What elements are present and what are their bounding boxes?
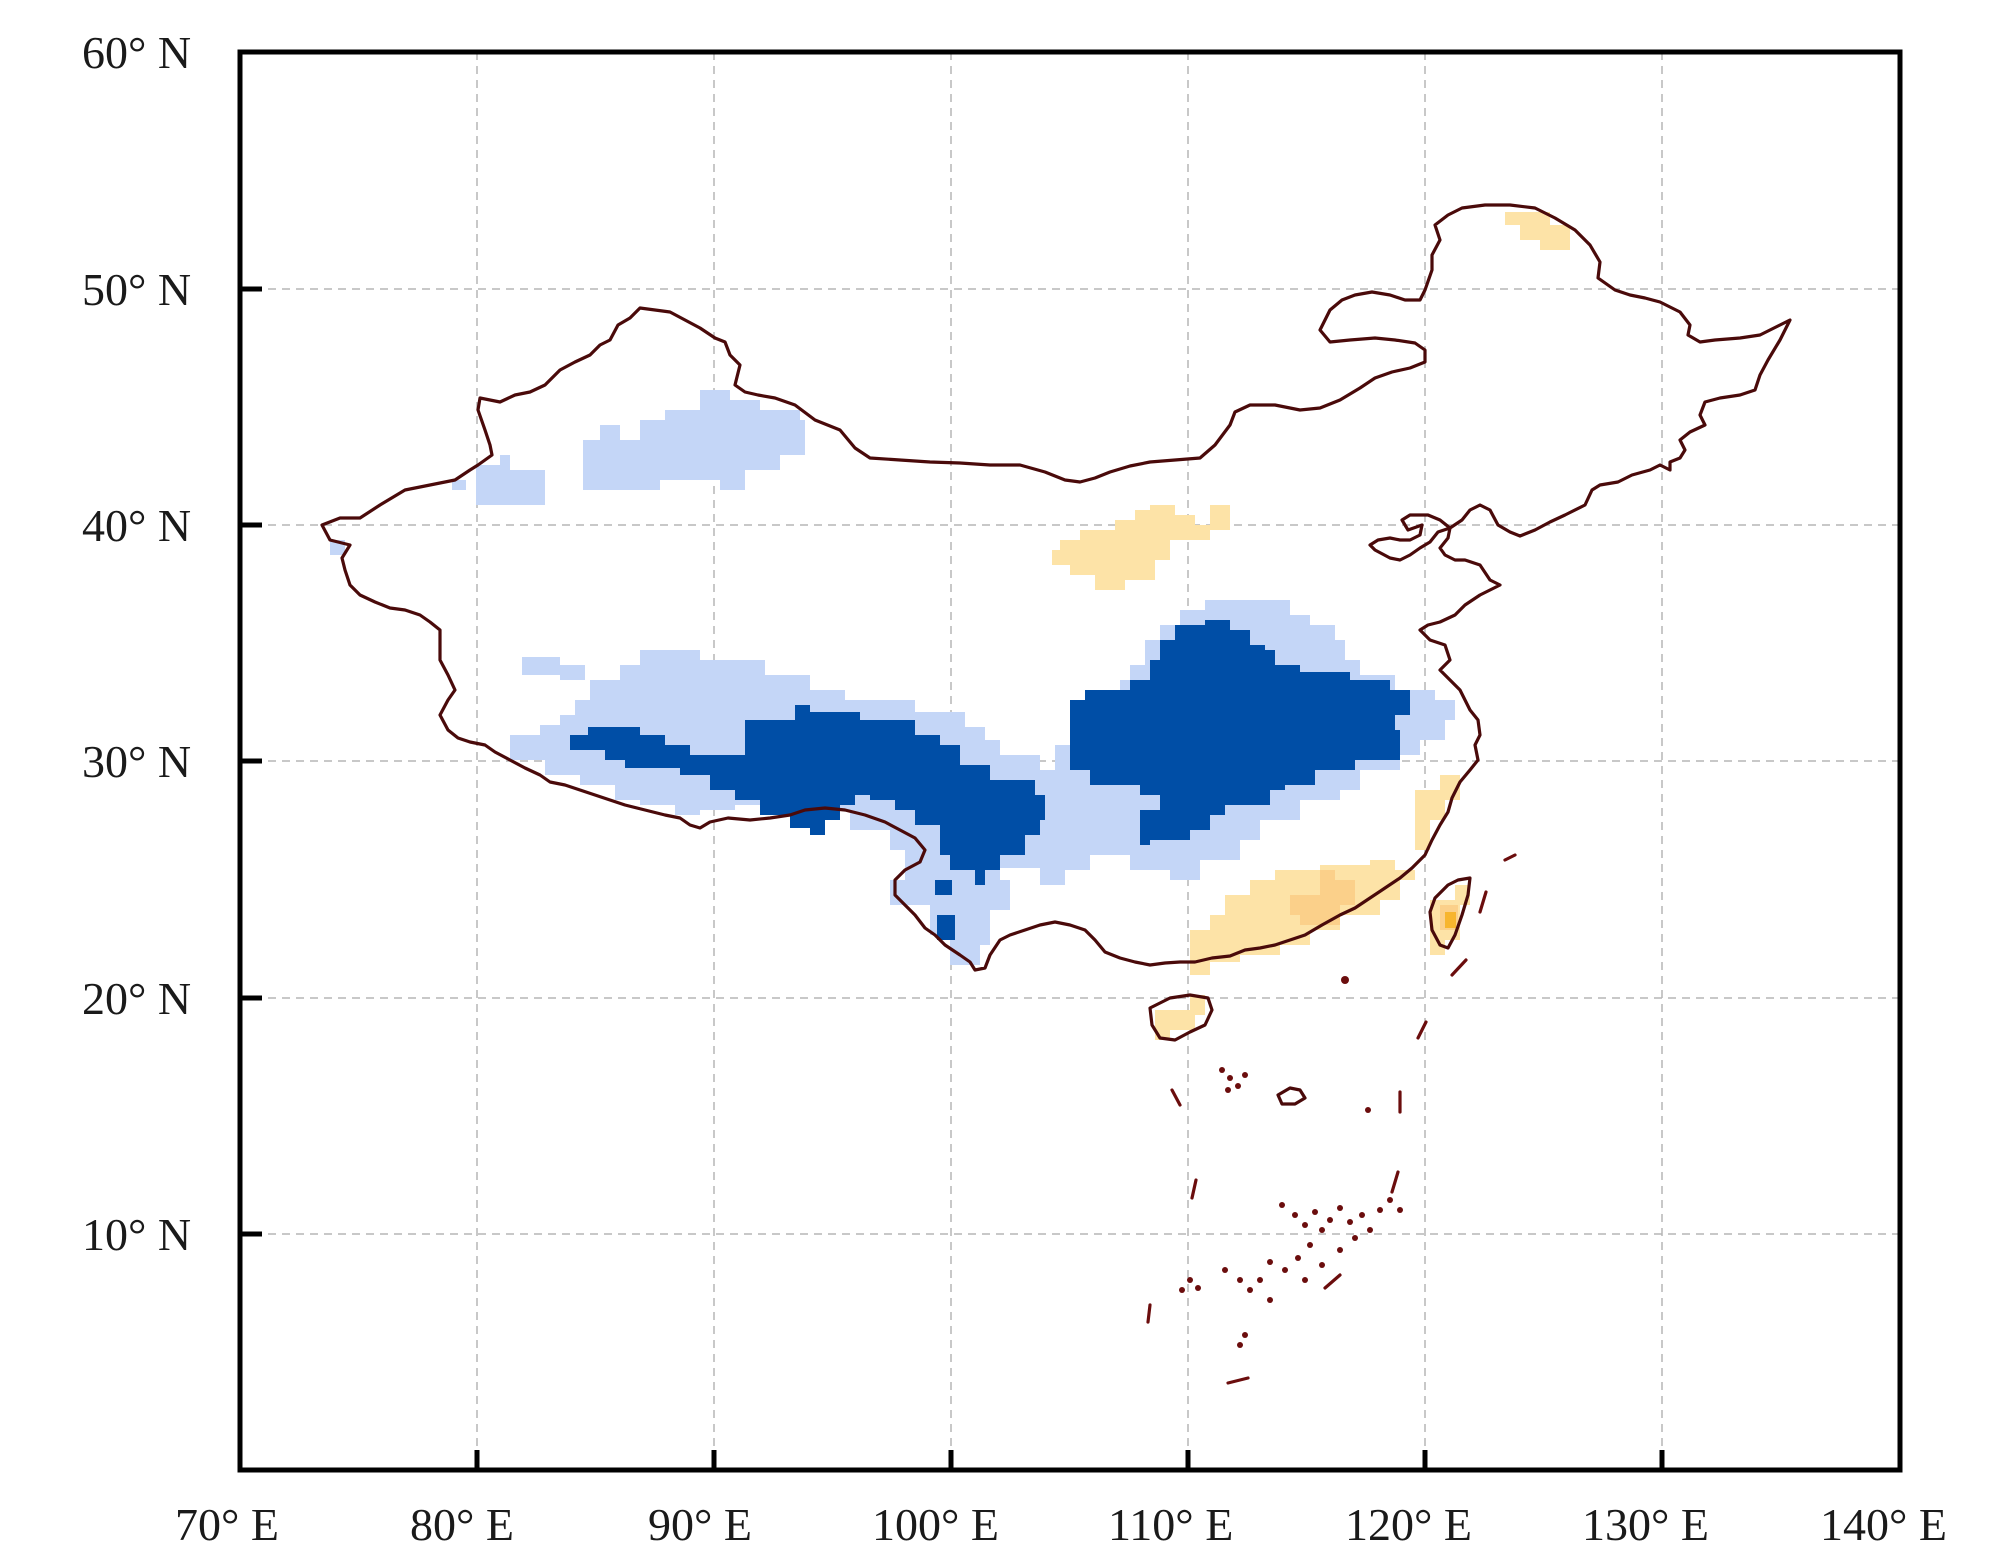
x-tick-label-130e: 130° E — [1582, 1499, 1709, 1550]
nine-dash-line — [1146, 853, 1517, 1385]
dark-blue-region-east — [1070, 620, 1410, 845]
x-tick-labels: 70° E 80° E 90° E 100° E 110° E 120° E 1… — [175, 1499, 1947, 1550]
y-tick-label-40n: 40° N — [82, 500, 191, 551]
deep-orange-regions — [1445, 912, 1456, 928]
x-tick-label-100e: 100° E — [872, 1499, 999, 1550]
x-tick-label-120e: 120° E — [1345, 1499, 1472, 1550]
y-tick-label-20n: 20° N — [82, 973, 191, 1024]
y-tick-labels: 60° N 50° N 40° N 30° N 20° N 10° N — [82, 27, 191, 1260]
south-china-sea-islands — [1179, 976, 1403, 1348]
china-border — [320, 203, 1792, 972]
x-tick-label-110e: 110° E — [1108, 1499, 1233, 1550]
y-tick-label-60n: 60° N — [82, 27, 191, 78]
x-tick-label-90e: 90° E — [648, 1499, 752, 1550]
y-tick-label-30n: 30° N — [82, 736, 191, 787]
x-tick-label-70e: 70° E — [175, 1499, 279, 1550]
axis-ticks — [240, 49, 1665, 1470]
x-tick-label-80e: 80° E — [410, 1499, 514, 1550]
taiwan-outline — [1428, 876, 1472, 950]
hainan-outline — [1148, 993, 1214, 1042]
dark-blue-region-west — [570, 705, 1045, 940]
light-blue-region-north — [330, 390, 805, 555]
y-tick-label-10n: 10° N — [82, 1209, 191, 1260]
y-tick-label-50n: 50° N — [82, 264, 191, 315]
island-outline — [1276, 1086, 1307, 1106]
x-tick-label-140e: 140° E — [1820, 1499, 1947, 1550]
